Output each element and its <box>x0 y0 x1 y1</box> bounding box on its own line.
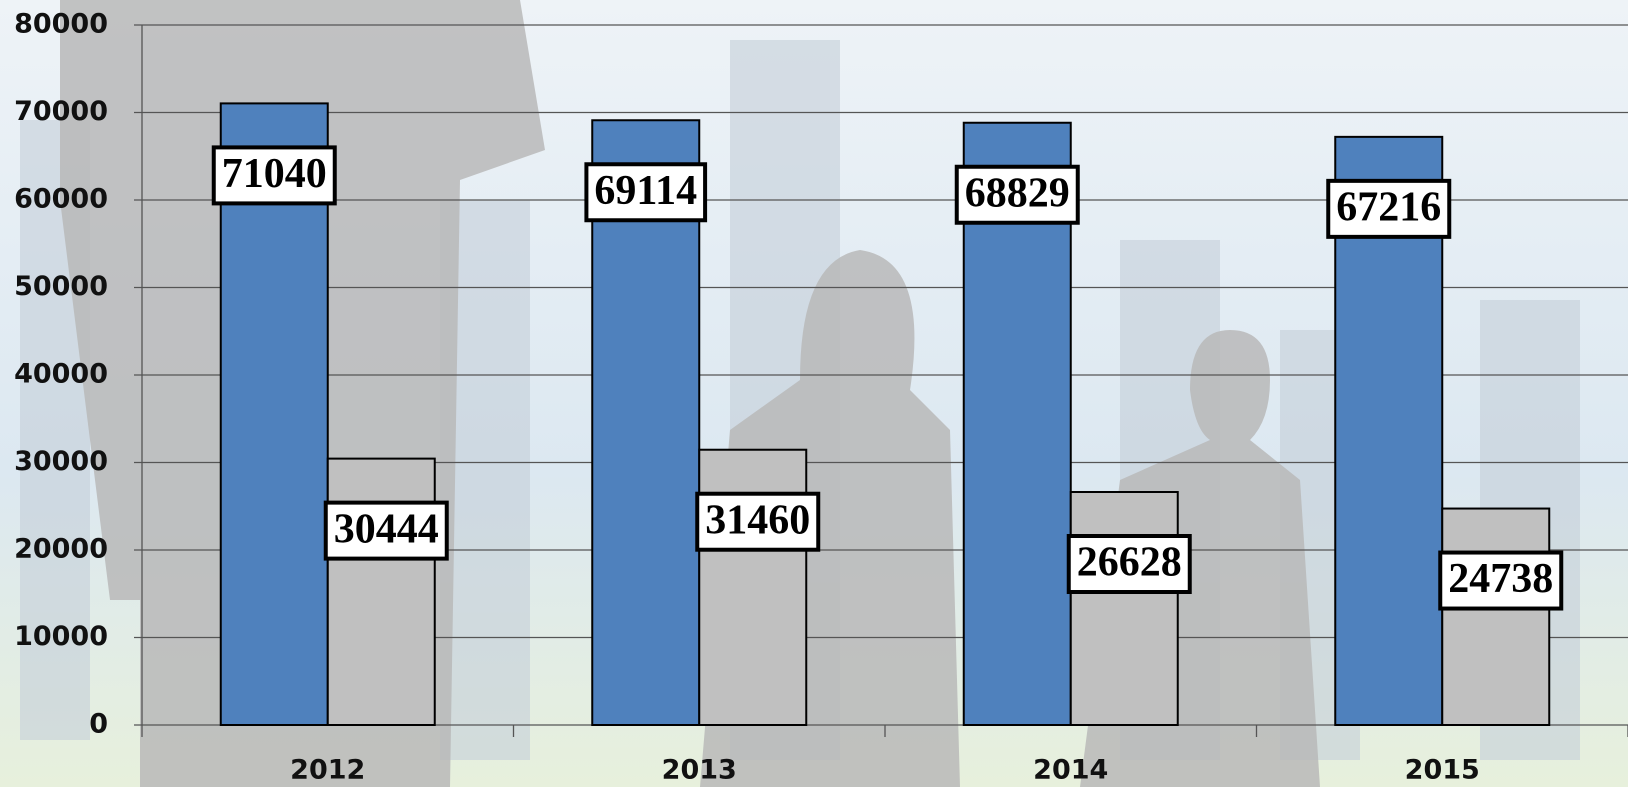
x-tick-label: 2012 <box>290 755 365 786</box>
data-label-box <box>584 162 708 223</box>
y-tick-label: 0 <box>89 709 108 740</box>
data-label: 24738 <box>1448 556 1553 602</box>
y-tick-label: 70000 <box>14 96 108 127</box>
bar <box>698 448 808 726</box>
x-tick-label: 2014 <box>1033 755 1108 786</box>
bar <box>326 457 436 726</box>
data-label-box <box>954 164 1080 225</box>
y-tick-label: 60000 <box>14 184 108 215</box>
y-tick-label: 40000 <box>14 359 108 390</box>
data-label-box <box>1326 178 1452 239</box>
data-label: 68829 <box>965 170 1070 216</box>
y-tick-label: 10000 <box>14 621 108 652</box>
data-label-box <box>1438 550 1564 611</box>
x-tick-label: 2013 <box>662 755 737 786</box>
x-tick-label: 2015 <box>1405 755 1480 786</box>
data-label-box <box>323 500 449 561</box>
y-tick-label: 50000 <box>14 271 108 302</box>
data-label-box <box>695 491 821 552</box>
bar <box>1441 507 1551 727</box>
data-label: 31460 <box>705 497 810 543</box>
data-label-box <box>211 145 337 206</box>
data-label: 69114 <box>594 168 697 214</box>
y-tick-label: 20000 <box>14 534 108 565</box>
data-label: 30444 <box>334 506 439 552</box>
bar <box>1069 491 1179 726</box>
data-label: 26628 <box>1077 540 1182 586</box>
data-label: 67216 <box>1336 185 1441 231</box>
data-label-box <box>1066 534 1192 595</box>
bar <box>219 102 329 726</box>
y-tick-label: 30000 <box>14 446 108 477</box>
y-tick-label: 80000 <box>14 9 108 40</box>
data-label: 71040 <box>222 151 327 197</box>
